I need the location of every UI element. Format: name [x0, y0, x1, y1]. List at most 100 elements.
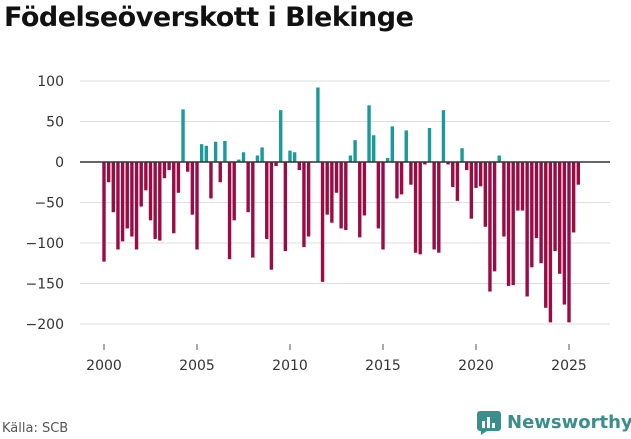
bar: [460, 148, 464, 162]
bar: [437, 162, 441, 253]
bar-chart-logo-icon: [477, 411, 501, 435]
bar: [148, 162, 153, 221]
bar: [385, 157, 390, 162]
bar: [204, 145, 208, 162]
y-tick-label: −150: [26, 277, 64, 293]
bar: [255, 155, 260, 162]
bar: [399, 162, 404, 195]
bar: [227, 162, 232, 260]
bar: [544, 162, 548, 308]
bar: [153, 162, 157, 239]
bar: [530, 162, 534, 268]
bar: [288, 150, 292, 162]
bar: [181, 109, 185, 162]
bar: [548, 162, 553, 323]
bar: [344, 162, 348, 231]
bar: [279, 110, 283, 162]
bar: [404, 130, 408, 162]
bar: [362, 162, 367, 216]
y-tick-labels: 100 50 0 −50 −100 −150 −200: [26, 74, 64, 333]
bar: [297, 162, 301, 171]
x-tick-label: 2005: [179, 358, 215, 374]
bar: [102, 162, 106, 262]
bar: [120, 162, 125, 242]
bar: [520, 162, 525, 211]
chart-title: Födelseöverskott i Blekinge: [4, 2, 414, 33]
bar: [511, 162, 515, 286]
bar: [455, 162, 460, 201]
bar: [260, 147, 264, 162]
bar: [213, 141, 218, 162]
x-tick-label: 2000: [86, 358, 122, 374]
bar: [251, 162, 255, 258]
bar: [195, 162, 199, 250]
bar: [302, 162, 306, 248]
bar: [502, 162, 506, 237]
bar: [469, 162, 474, 219]
bar: [465, 162, 469, 171]
bar: [539, 162, 543, 264]
bar: [265, 162, 269, 239]
bar: [111, 162, 115, 213]
bar: [516, 162, 520, 211]
y-tick-label: −50: [34, 196, 64, 212]
y-tick-label: −200: [26, 317, 64, 333]
bar: [283, 162, 288, 252]
bar: [167, 162, 171, 171]
bar: [571, 162, 576, 233]
bar: [567, 162, 571, 323]
bar: [534, 162, 539, 239]
bar: [427, 127, 432, 162]
bar: [144, 162, 148, 191]
bar: [372, 135, 376, 162]
bar: [432, 162, 436, 250]
bar: [292, 152, 297, 162]
bar: [492, 162, 497, 272]
y-tick-label: 0: [55, 155, 64, 171]
bar: [409, 162, 413, 185]
bar: [441, 110, 446, 162]
bar: [423, 162, 427, 165]
bar: [223, 140, 227, 162]
y-tick-label: 50: [46, 115, 64, 131]
bar: [562, 162, 567, 305]
bar: [395, 162, 399, 199]
bar: [125, 162, 129, 229]
brand-logo[interactable]: Newsworthy: [476, 407, 631, 437]
bar: [506, 162, 511, 286]
bar: [558, 162, 562, 274]
x-tick-label: 2015: [365, 358, 401, 374]
bar: [381, 162, 385, 250]
bar: [478, 162, 483, 187]
bar: [209, 162, 213, 199]
bar: [334, 162, 339, 193]
bar: [199, 144, 204, 162]
bar: [237, 159, 241, 162]
bar: [446, 162, 450, 165]
bar: [274, 162, 278, 167]
bar: [306, 162, 311, 237]
bars: [102, 87, 580, 323]
y-tick-label: −100: [26, 236, 64, 252]
bar: [367, 105, 371, 162]
bar: [525, 162, 529, 297]
x-tick-label: 2020: [458, 358, 494, 374]
bar: [488, 162, 492, 292]
bar: [339, 162, 343, 229]
bar: [474, 162, 478, 188]
bar: [190, 162, 195, 215]
bar: [348, 155, 353, 162]
bar: [134, 162, 139, 250]
bar: [176, 162, 181, 193]
bar: [330, 162, 334, 223]
bar: [218, 162, 222, 183]
bar: [241, 152, 246, 162]
bar: [325, 162, 329, 215]
bar: [320, 162, 325, 282]
bar: [553, 162, 557, 252]
bar: [413, 162, 418, 253]
bar: [376, 162, 381, 229]
bar: [162, 162, 167, 179]
x-tick-label: 2010: [272, 358, 308, 374]
bar: [418, 162, 422, 255]
